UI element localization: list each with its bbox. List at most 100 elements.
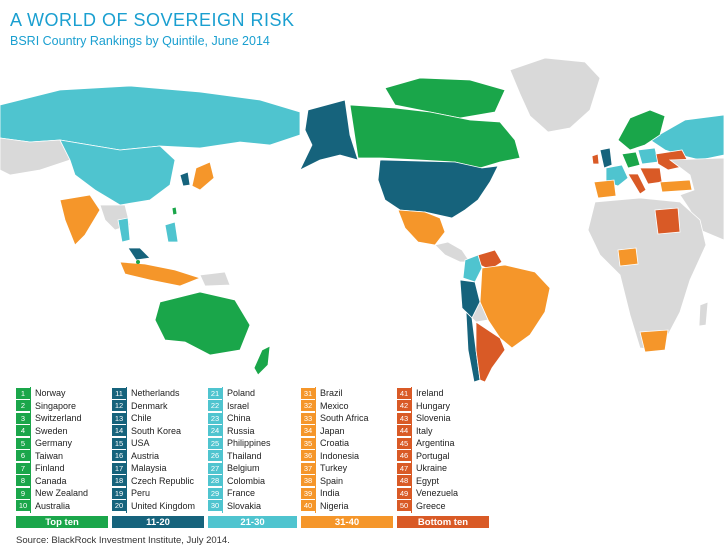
- rank-number: 19: [112, 487, 126, 499]
- rank-number: 43: [397, 412, 411, 424]
- country-name: Turkey: [320, 463, 348, 474]
- country-name: Finland: [35, 463, 65, 474]
- rank-number: 8: [16, 475, 30, 487]
- rank-number: 35: [301, 437, 315, 449]
- map-usa: [377, 159, 499, 219]
- country-name: Norway: [35, 388, 66, 399]
- legend-column-rule: [30, 387, 31, 513]
- legend-row: 24 Russia: [208, 425, 255, 437]
- legend-column-rule: [222, 387, 223, 513]
- map-thailand: [117, 217, 131, 243]
- legend-row: 31 Brazil: [301, 387, 343, 399]
- source-note: Source: BlackRock Investment Institute, …: [16, 535, 230, 546]
- map-turkey: [659, 179, 693, 193]
- legend-row: 10 Australia: [16, 500, 70, 512]
- country-name: Australia: [35, 500, 71, 511]
- map-philippines: [164, 221, 179, 243]
- legend-row: 27 Belgium: [208, 462, 260, 474]
- map-mexico: [397, 209, 446, 246]
- country-name: Belgium: [227, 463, 260, 474]
- country-name: India: [320, 488, 340, 499]
- country-name: Spain: [320, 475, 344, 486]
- rank-number: 20: [112, 500, 126, 512]
- legend-group-label: 21-30: [208, 516, 297, 528]
- map-singapore: [136, 260, 140, 264]
- legend-row: 12 Denmark: [112, 400, 168, 412]
- legend-row: 32 Mexico: [301, 400, 349, 412]
- country-name: Greece: [416, 500, 446, 511]
- legend-row: 18 Czech Republic: [112, 475, 194, 487]
- legend-row: 38 Spain: [301, 475, 343, 487]
- country-name: Denmark: [131, 400, 168, 411]
- rank-number: 31: [301, 387, 315, 399]
- legend-row: 13 Chile: [112, 412, 152, 424]
- rank-number: 22: [208, 400, 222, 412]
- map-spain-portugal: [593, 179, 617, 199]
- country-name: Israel: [227, 400, 250, 411]
- rank-number: 13: [112, 412, 126, 424]
- legend-row: 50 Greece: [397, 500, 446, 512]
- legend-row: 45 Argentina: [397, 437, 455, 449]
- rank-number: 3: [16, 412, 30, 424]
- rank-number: 44: [397, 425, 411, 437]
- legend-row: 4 Sweden: [16, 425, 68, 437]
- rank-number: 39: [301, 487, 315, 499]
- country-name: Switzerland: [35, 413, 82, 424]
- map-russia: [0, 85, 301, 151]
- legend-group-label: 31-40: [301, 516, 393, 528]
- rank-number: 46: [397, 450, 411, 462]
- rank-number: 38: [301, 475, 315, 487]
- map-poland: [637, 147, 659, 165]
- legend-row: 36 Indonesia: [301, 450, 359, 462]
- country-name: Italy: [416, 425, 433, 436]
- country-name: Colombia: [227, 475, 266, 486]
- rank-number: 23: [208, 412, 222, 424]
- rank-number: 27: [208, 462, 222, 474]
- rank-number: 14: [112, 425, 126, 437]
- rank-number: 10: [16, 500, 30, 512]
- country-name: USA: [131, 438, 150, 449]
- country-name: Chile: [131, 413, 152, 424]
- map-central-asia: [0, 137, 71, 176]
- legend-row: 6 Taiwan: [16, 450, 63, 462]
- rank-number: 40: [301, 500, 315, 512]
- country-name: Ireland: [416, 388, 444, 399]
- rank-number: 9: [16, 487, 30, 499]
- map-italy: [627, 173, 647, 195]
- legend-column-rule: [411, 387, 412, 513]
- map-uk: [599, 147, 613, 169]
- rank-number: 5: [16, 437, 30, 449]
- rank-number: 11: [112, 387, 126, 399]
- country-name: Poland: [227, 388, 256, 399]
- rank-number: 7: [16, 462, 30, 474]
- legend-row: 34 Japan: [301, 425, 345, 437]
- country-name: Brazil: [320, 388, 343, 399]
- legend-column: 41 Ireland 42 Hungary 43 Slovenia 44 Italy 45 Arg…: [397, 387, 489, 528]
- map-germany: [621, 151, 641, 169]
- country-name: South Africa: [320, 413, 369, 424]
- rank-number: 48: [397, 475, 411, 487]
- legend-row: 7 Finland: [16, 462, 65, 474]
- map-canada: [349, 104, 521, 169]
- country-name: Ukraine: [416, 463, 448, 474]
- rank-number: 50: [397, 500, 411, 512]
- legend-row: 15 USA: [112, 437, 150, 449]
- country-name: Sweden: [35, 425, 68, 436]
- rank-number: 33: [301, 412, 315, 424]
- country-name: Singapore: [35, 400, 77, 411]
- legend-column-rule: [315, 387, 316, 513]
- legend-row: 43 Slovenia: [397, 412, 451, 424]
- legend-row: 25 Philippines: [208, 437, 271, 449]
- legend-row: 29 France: [208, 487, 255, 499]
- legend-row: 22 Israel: [208, 400, 249, 412]
- map-new-zealand: [253, 345, 271, 376]
- legend-column: 11 Netherlands 12 Denmark 13 Chile 14 South Kor…: [112, 387, 204, 528]
- country-name: South Korea: [131, 425, 182, 436]
- map-argentina: [475, 321, 506, 383]
- rank-number: 36: [301, 450, 315, 462]
- legend-row: 47 Ukraine: [397, 462, 447, 474]
- rank-number: 47: [397, 462, 411, 474]
- map-taiwan: [171, 206, 178, 216]
- country-name: Nigeria: [320, 500, 349, 511]
- map-russia-west: [649, 114, 724, 161]
